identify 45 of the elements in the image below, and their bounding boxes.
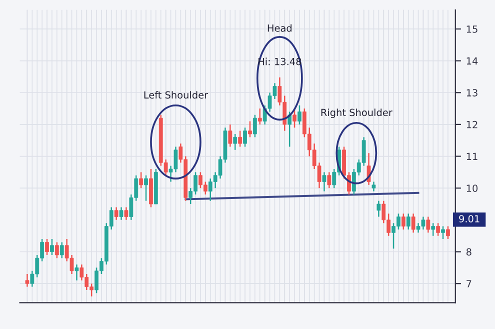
annotation: 9.01 bbox=[459, 215, 480, 222]
candlestick bbox=[139, 172, 144, 189]
candlestick bbox=[119, 206, 124, 221]
candlestick bbox=[411, 212, 416, 234]
candlestick bbox=[60, 242, 64, 259]
y-tick-label: 11 bbox=[466, 152, 478, 160]
candlestick bbox=[233, 133, 238, 151]
candlestick bbox=[376, 200, 381, 218]
y-tick-label: 7 bbox=[466, 280, 472, 288]
candlestick bbox=[45, 238, 49, 256]
y-tick-label: 14 bbox=[466, 57, 478, 64]
candlestick bbox=[243, 127, 247, 148]
candlestick bbox=[322, 172, 326, 192]
candlestick bbox=[252, 114, 257, 138]
candlestick bbox=[441, 226, 445, 240]
annotation: Right Shoulder bbox=[321, 108, 392, 118]
candlestick bbox=[258, 108, 262, 126]
candlestick bbox=[431, 222, 436, 236]
y-tick-label: 10 bbox=[466, 184, 478, 192]
candlestick bbox=[124, 206, 128, 221]
candlestick bbox=[50, 238, 54, 256]
candlestick bbox=[446, 226, 450, 240]
candlestick bbox=[292, 108, 296, 128]
candlestick bbox=[372, 181, 376, 192]
candlestick bbox=[426, 216, 430, 234]
y-tick-label: 15 bbox=[466, 26, 478, 33]
annotation: Left Shoulder bbox=[144, 91, 208, 99]
candlestick bbox=[288, 111, 292, 148]
y-tick-label: 8 bbox=[466, 248, 472, 256]
candlestick bbox=[144, 174, 148, 202]
candlestick bbox=[114, 206, 118, 221]
candlestick bbox=[228, 124, 232, 148]
candlestick bbox=[436, 222, 440, 236]
y-tick-label: 13 bbox=[466, 89, 478, 96]
candlestick bbox=[327, 172, 332, 189]
candlestick bbox=[248, 120, 252, 138]
candlestick bbox=[54, 242, 59, 259]
candlestick bbox=[298, 104, 302, 126]
annotation: Head bbox=[268, 24, 292, 32]
candlestick bbox=[238, 130, 242, 148]
candlestick bbox=[25, 273, 30, 288]
candlestick bbox=[74, 264, 79, 282]
candlestick bbox=[406, 212, 410, 230]
y-tick-label: 12 bbox=[466, 120, 478, 128]
candlestick bbox=[401, 212, 406, 230]
